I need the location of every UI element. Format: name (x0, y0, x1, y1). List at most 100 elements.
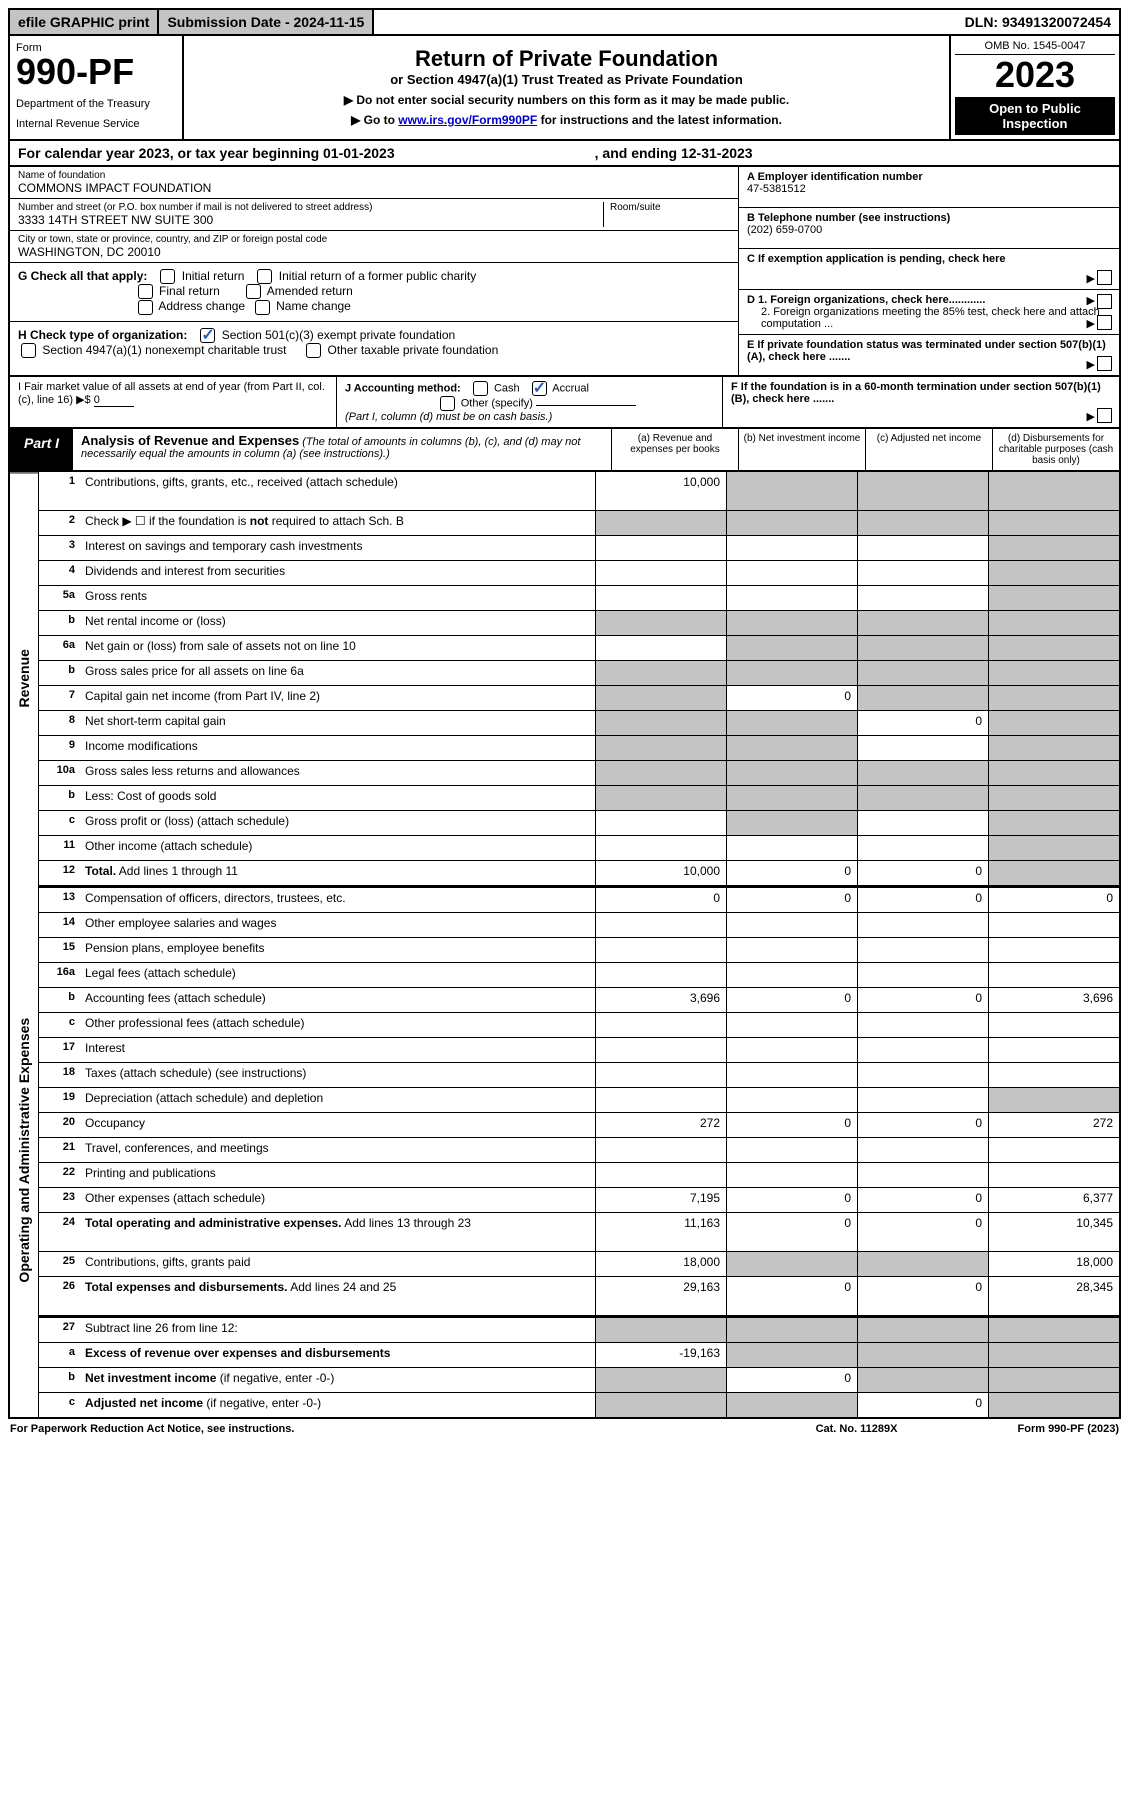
line-desc: Excess of revenue over expenses and disb… (81, 1343, 595, 1367)
section-label-col: Revenue Operating and Administrative Exp… (10, 472, 39, 1417)
chk-initial-former[interactable] (257, 269, 272, 284)
amount-cell (726, 1318, 857, 1342)
j-note: (Part I, column (d) must be on cash basi… (345, 411, 552, 423)
table-row: cAdjusted net income (if negative, enter… (39, 1393, 1119, 1417)
form-title: Return of Private Foundation (196, 46, 937, 72)
chk-d1[interactable] (1097, 294, 1112, 309)
amount-cell (857, 913, 988, 937)
line-number: 3 (39, 536, 81, 560)
amount-cell: 0 (857, 711, 988, 735)
table-row: 16aLegal fees (attach schedule) (39, 963, 1119, 988)
table-row: bGross sales price for all assets on lin… (39, 661, 1119, 686)
line-desc: Check ▶ ☐ if the foundation is not requi… (81, 511, 595, 535)
chk-d2[interactable] (1097, 315, 1112, 330)
chk-f[interactable] (1097, 408, 1112, 423)
dept-treasury: Department of the Treasury (16, 98, 176, 110)
arrow-icon: ▶ (1087, 294, 1095, 307)
room-label: Room/suite (610, 202, 730, 213)
amount-cell (988, 1088, 1119, 1112)
tax-year: 2023 (955, 55, 1115, 95)
amount-cell (857, 1038, 988, 1062)
amount-cell (857, 963, 988, 987)
opt-initial: Initial return (182, 269, 245, 283)
amount-cell (857, 761, 988, 785)
line-number: 22 (39, 1163, 81, 1187)
line-number: 12 (39, 861, 81, 885)
line-number: 8 (39, 711, 81, 735)
line-desc: Other expenses (attach schedule) (81, 1188, 595, 1212)
line-desc: Total operating and administrative expen… (81, 1213, 595, 1251)
table-row: 21Travel, conferences, and meetings (39, 1138, 1119, 1163)
amount-cell (857, 786, 988, 810)
chk-other-method[interactable] (440, 396, 455, 411)
line-number: 1 (39, 472, 81, 510)
line-number: 9 (39, 736, 81, 760)
opt-other-tax: Other taxable private foundation (328, 343, 499, 357)
chk-e[interactable] (1097, 356, 1112, 371)
amount-cell: 10,000 (595, 472, 726, 510)
table-row: 5aGross rents (39, 586, 1119, 611)
table-row: bAccounting fees (attach schedule)3,6960… (39, 988, 1119, 1013)
table-row: 20Occupancy27200272 (39, 1113, 1119, 1138)
amount-cell (595, 561, 726, 585)
chk-4947[interactable] (21, 343, 36, 358)
amount-cell (595, 611, 726, 635)
amount-cell (857, 1063, 988, 1087)
col-c-hdr: (c) Adjusted net income (866, 429, 993, 470)
chk-501c3[interactable] (200, 328, 215, 343)
irs-link[interactable]: www.irs.gov/Form990PF (398, 113, 537, 127)
chk-other-tax[interactable] (306, 343, 321, 358)
table-row: bLess: Cost of goods sold (39, 786, 1119, 811)
line-desc: Dividends and interest from securities (81, 561, 595, 585)
amount-cell (988, 536, 1119, 560)
amount-cell (595, 536, 726, 560)
amount-cell (726, 786, 857, 810)
table-row: 27Subtract line 26 from line 12: (39, 1316, 1119, 1343)
j-cell: J Accounting method: Cash Accrual Other … (337, 377, 723, 427)
amount-cell: 3,696 (988, 988, 1119, 1012)
amount-cell (857, 636, 988, 660)
c-label: C If exemption application is pending, c… (747, 253, 1006, 265)
table-row: 7Capital gain net income (from Part IV, … (39, 686, 1119, 711)
instr-link-row: ▶ Go to www.irs.gov/Form990PF for instru… (196, 113, 937, 127)
irs-label: Internal Revenue Service (16, 118, 176, 130)
amount-cell (726, 811, 857, 835)
chk-final[interactable] (138, 284, 153, 299)
chk-addr-change[interactable] (138, 300, 153, 315)
amount-cell (988, 611, 1119, 635)
chk-c[interactable] (1097, 270, 1112, 285)
chk-accrual[interactable] (532, 381, 547, 396)
footer-left: For Paperwork Reduction Act Notice, see … (10, 1423, 294, 1435)
chk-name-change[interactable] (255, 300, 270, 315)
line-desc: Net investment income (if negative, ente… (81, 1368, 595, 1392)
arrow-icon: ▶ (1087, 358, 1095, 371)
chk-cash[interactable] (473, 381, 488, 396)
opt-amended: Amended return (267, 284, 353, 298)
amount-cell (726, 1252, 857, 1276)
line-desc: Travel, conferences, and meetings (81, 1138, 595, 1162)
amount-cell: 28,345 (988, 1277, 1119, 1315)
chk-amended[interactable] (246, 284, 261, 299)
table-row: 22Printing and publications (39, 1163, 1119, 1188)
amount-cell (988, 1343, 1119, 1367)
calendar-year-row: For calendar year 2023, or tax year begi… (8, 141, 1121, 167)
amount-cell (726, 836, 857, 860)
addr-label: Number and street (or P.O. box number if… (18, 202, 603, 213)
line-desc: Subtract line 26 from line 12: (81, 1318, 595, 1342)
table-row: bNet rental income or (loss) (39, 611, 1119, 636)
table-row: 9Income modifications (39, 736, 1119, 761)
amount-cell: 0 (726, 888, 857, 912)
amount-cell (726, 1393, 857, 1417)
amount-cell: 0 (857, 1213, 988, 1251)
line-desc: Interest on savings and temporary cash i… (81, 536, 595, 560)
arrow-icon: ▶ (1087, 272, 1095, 285)
header-center: Return of Private Foundation or Section … (184, 36, 949, 139)
amount-cell (726, 511, 857, 535)
line-number: 27 (39, 1318, 81, 1342)
line-number: a (39, 1343, 81, 1367)
amount-cell (595, 913, 726, 937)
chk-initial[interactable] (160, 269, 175, 284)
amount-cell: 29,163 (595, 1277, 726, 1315)
i-value: 0 (94, 394, 134, 407)
amount-cell (726, 536, 857, 560)
